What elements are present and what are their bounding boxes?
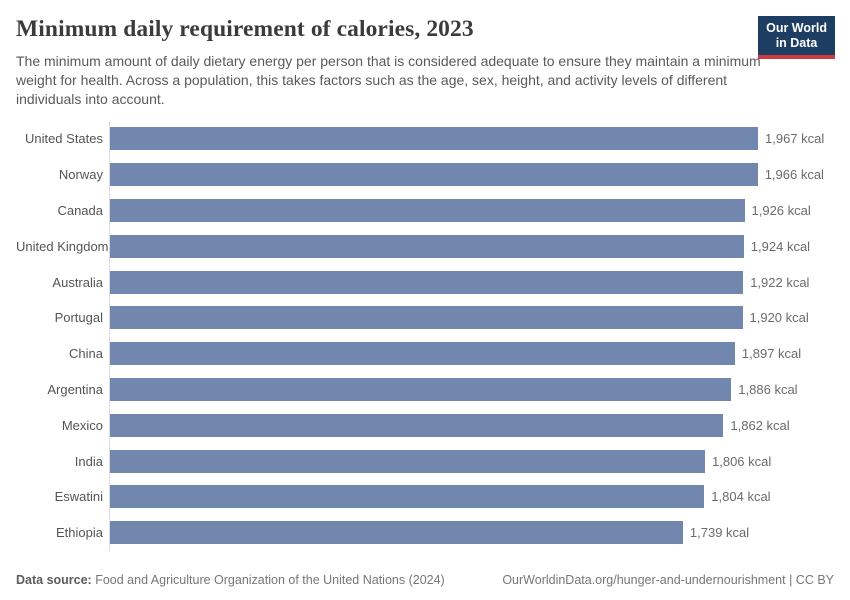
data-source-value: Food and Agriculture Organization of the… (91, 573, 445, 587)
bar[interactable] (110, 377, 732, 401)
bar-area: 1,739 kcal (109, 514, 834, 551)
chart-subtitle: The minimum amount of daily dietary ener… (16, 53, 761, 107)
value-label: 1,966 kcal (764, 167, 824, 183)
bar-row: Argentina 1,886 kcal (16, 371, 834, 408)
footer-url-link[interactable]: OurWorldinData.org/hunger-and-undernouri… (502, 573, 786, 587)
value-label: 1,806 kcal (712, 453, 772, 469)
owid-logo-line2: in Data (775, 36, 818, 50)
value-label: 1,967 kcal (765, 131, 825, 147)
value-label: 1,926 kcal (751, 202, 811, 218)
value-label: 1,804 kcal (711, 489, 771, 505)
bar-area: 1,804 kcal (109, 478, 834, 515)
bar-area: 1,806 kcal (109, 443, 834, 479)
bar-area: 1,966 kcal (109, 156, 834, 193)
bar-row: United States 1,967 kcal (16, 121, 834, 157)
country-label: India (74, 453, 103, 469)
value-label: 1,922 kcal (750, 274, 810, 290)
value-label: 1,862 kcal (730, 417, 790, 433)
bar-area: 1,862 kcal (109, 407, 834, 444)
value-label: 1,920 kcal (749, 310, 809, 326)
bar[interactable] (110, 521, 683, 545)
bar[interactable] (110, 413, 724, 437)
bar-row: Norway 1,966 kcal (16, 156, 834, 193)
bar-area: 1,926 kcal (109, 192, 834, 229)
country-label: Australia (52, 274, 103, 290)
bar[interactable] (110, 449, 705, 473)
country-label: Canada (57, 202, 103, 218)
bar-area: 1,924 kcal (109, 228, 834, 265)
chart-footer: Data source: Food and Agriculture Organi… (16, 573, 834, 587)
chart-header: Minimum daily requirement of calories, 2… (16, 16, 834, 109)
page-title: Minimum daily requirement of calories, 2… (16, 16, 474, 42)
data-source-label: Data source: (16, 573, 92, 587)
bar-row: Eswatini 1,804 kcal (16, 478, 834, 515)
bar-row: Australia 1,922 kcal (16, 264, 834, 300)
owid-logo-line1: Our World (766, 21, 827, 35)
bar-row: Canada 1,926 kcal (16, 192, 834, 229)
country-label: China (69, 346, 103, 362)
country-label: United Kingdom (16, 238, 109, 254)
bar-area: 1,886 kcal (109, 371, 834, 408)
value-label: 1,924 kcal (750, 238, 811, 254)
country-label: Norway (58, 167, 103, 183)
bar[interactable] (110, 198, 745, 222)
bar[interactable] (110, 234, 744, 258)
bar-chart: United States 1,967 kcal Norway 1,966 kcal C… (16, 121, 834, 551)
bar-row: United Kingdom 1,924 kcal (16, 228, 834, 265)
footer-credits: OurWorldinData.org/hunger-and-undernouri… (502, 573, 834, 587)
footer-license: CC BY (795, 573, 834, 587)
value-label: 1,739 kcal (689, 525, 750, 541)
bar-row: Ethiopia 1,739 kcal (16, 514, 834, 551)
bar[interactable] (110, 485, 705, 509)
country-label: Mexico (61, 417, 103, 433)
country-label: Portugal (54, 310, 103, 326)
country-label: Eswatini (54, 489, 103, 505)
value-label: 1,897 kcal (741, 346, 802, 362)
bar-area: 1,920 kcal (109, 299, 834, 336)
owid-logo[interactable]: Our World in Data (758, 16, 835, 59)
bar[interactable] (110, 342, 735, 366)
bar[interactable] (110, 163, 758, 187)
bar-row: Mexico 1,862 kcal (16, 407, 834, 444)
footer-separator: | (785, 573, 796, 587)
data-source: Data source: Food and Agriculture Organi… (16, 573, 445, 587)
bar-area: 1,922 kcal (109, 264, 834, 300)
country-label: Argentina (47, 381, 103, 397)
bar-area: 1,897 kcal (109, 335, 834, 372)
value-label: 1,886 kcal (738, 381, 798, 397)
bar-row: Portugal 1,920 kcal (16, 299, 834, 336)
bar-row: India 1,806 kcal (16, 443, 834, 479)
bar[interactable] (110, 127, 758, 151)
bar[interactable] (110, 270, 744, 294)
bar[interactable] (110, 306, 743, 330)
bar-row: China 1,897 kcal (16, 335, 834, 372)
country-label: United States (24, 131, 103, 147)
bar-area: 1,967 kcal (109, 121, 834, 157)
country-label: Ethiopia (56, 525, 103, 541)
